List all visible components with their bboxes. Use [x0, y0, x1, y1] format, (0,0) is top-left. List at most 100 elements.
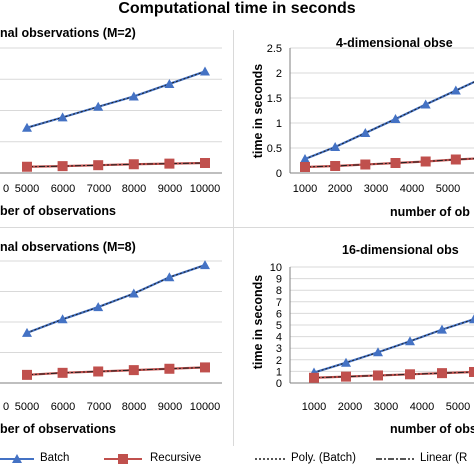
x-axis-title: number of ob [390, 205, 470, 219]
legend-item-linear: Linear (R [372, 451, 474, 467]
panel-title-16d: 16-dimensional obs [342, 243, 459, 257]
y-tick-label: 4 [276, 332, 282, 344]
legend-swatch-poly-batch [255, 458, 285, 460]
data-point-recursive [469, 366, 474, 377]
x-tick-label: 10000 [190, 401, 221, 413]
figure-title: Computational time in seconds [118, 0, 356, 17]
legend-label-recursive: Recursive [150, 452, 202, 464]
trend-line-batch [304, 81, 474, 160]
y-tick-label: 2.5 [267, 43, 282, 55]
legend-swatch-batch [0, 454, 34, 463]
y-tick-label: 1.5 [267, 93, 282, 105]
x-tick-label: 9000 [158, 401, 182, 413]
panel-divider-vertical [233, 30, 234, 446]
x-tick-label: 7000 [87, 401, 111, 413]
y-tick-label: 0 [276, 168, 282, 180]
data-point-recursive [57, 367, 68, 378]
y-axis-title: time in seconds [251, 64, 265, 159]
trend-line-batch [313, 318, 474, 374]
data-point-recursive [309, 372, 319, 383]
data-point-batch [57, 314, 68, 324]
series-line-batch [26, 264, 206, 334]
x-tick-label: 5000 [436, 183, 460, 195]
x-tick-label: 6000 [51, 183, 75, 195]
x-tick-label: 6000 [51, 401, 75, 413]
data-point-recursive [164, 363, 175, 374]
data-point-recursive [330, 161, 341, 171]
data-point-recursive [200, 158, 210, 168]
x-tick-label: 8000 [122, 401, 146, 413]
legend-item-poly-batch: Poly. (Batch) [255, 451, 365, 467]
series-line-batch [304, 80, 474, 161]
data-point-recursive [341, 371, 351, 382]
x-tick-label: 2000 [338, 401, 362, 413]
y-axis-title: time in seconds [251, 275, 265, 370]
panel-title-m8: nal observations (M=8) [0, 240, 136, 254]
chart-panel-1: 00.511.522.5100020003000400050006number … [251, 43, 474, 219]
x-tick-label: 4000 [410, 401, 434, 413]
series-line-batch [26, 70, 206, 129]
x-tick-label: 9000 [158, 183, 182, 195]
data-point-batch [164, 78, 175, 88]
trend-line-batch [26, 70, 206, 129]
x-tick-label: 1000 [302, 401, 326, 413]
data-point-recursive [450, 154, 461, 165]
data-point-batch [420, 99, 431, 109]
data-point-batch [437, 324, 447, 334]
data-point-batch [93, 302, 104, 312]
data-point-batch [22, 122, 32, 132]
data-point-batch [200, 260, 210, 270]
x-tick-label: 3000 [374, 401, 398, 413]
data-point-batch [330, 142, 341, 151]
plot-area [22, 66, 210, 172]
data-point-batch [200, 66, 210, 76]
x-tick-label: 8000 [122, 183, 146, 195]
panel-title-4d: 4-dimensional obse [336, 36, 453, 50]
x-axis-title: number of obs [390, 422, 474, 436]
x-axis-title: ber of observations [0, 204, 116, 218]
y-tick-label: 2 [276, 68, 282, 80]
y-tick-label: 10 [270, 262, 282, 274]
data-point-recursive [128, 365, 139, 376]
plot-area [309, 314, 474, 383]
chart-panel-0: 0 5000 6000 7000 8000 9000 10000 ber of observa… [0, 47, 222, 218]
data-point-recursive [360, 159, 371, 170]
legend-item-recursive: Recursive [100, 451, 210, 467]
y-tick-label: 7 [276, 297, 282, 309]
y-tick-label: 5 [276, 320, 282, 332]
x-tick-label: 0 [3, 401, 9, 413]
x-tick-label: 10000 [190, 183, 221, 195]
legend-label-poly-batch: Poly. (Batch) [291, 452, 356, 464]
plot-area [22, 260, 210, 380]
chart-legend: Batch Recursive Poly. (Batch) Linear (R [0, 449, 474, 471]
data-point-recursive [57, 161, 68, 172]
data-point-recursive [93, 366, 104, 377]
y-tick-label: 9 [276, 274, 282, 286]
data-point-batch [128, 288, 139, 298]
y-tick-label: 8 [276, 285, 282, 297]
x-tick-label: 1000 [293, 183, 317, 195]
data-point-recursive [164, 158, 175, 169]
legend-item-batch: Batch [0, 451, 80, 467]
data-point-recursive [22, 369, 32, 380]
data-point-batch [164, 272, 175, 282]
x-tick-label: 3000 [364, 183, 388, 195]
data-point-recursive [200, 362, 210, 373]
y-tick-label: 0 [276, 378, 282, 390]
data-point-batch [373, 347, 383, 357]
legend-label-batch: Batch [40, 452, 70, 464]
x-axis-title: ber of observations [0, 422, 116, 436]
data-point-batch [405, 336, 415, 346]
data-point-recursive [405, 369, 415, 380]
data-point-batch [341, 357, 351, 367]
data-point-batch [128, 91, 139, 101]
y-tick-label: 0.5 [267, 143, 282, 155]
y-tick-label: 6 [276, 308, 282, 320]
data-point-batch [93, 101, 104, 111]
data-point-batch [57, 112, 68, 122]
panel-title-m2: nal observations (M=2) [0, 26, 136, 40]
series-line-batch [313, 318, 474, 374]
data-point-recursive [390, 158, 401, 168]
